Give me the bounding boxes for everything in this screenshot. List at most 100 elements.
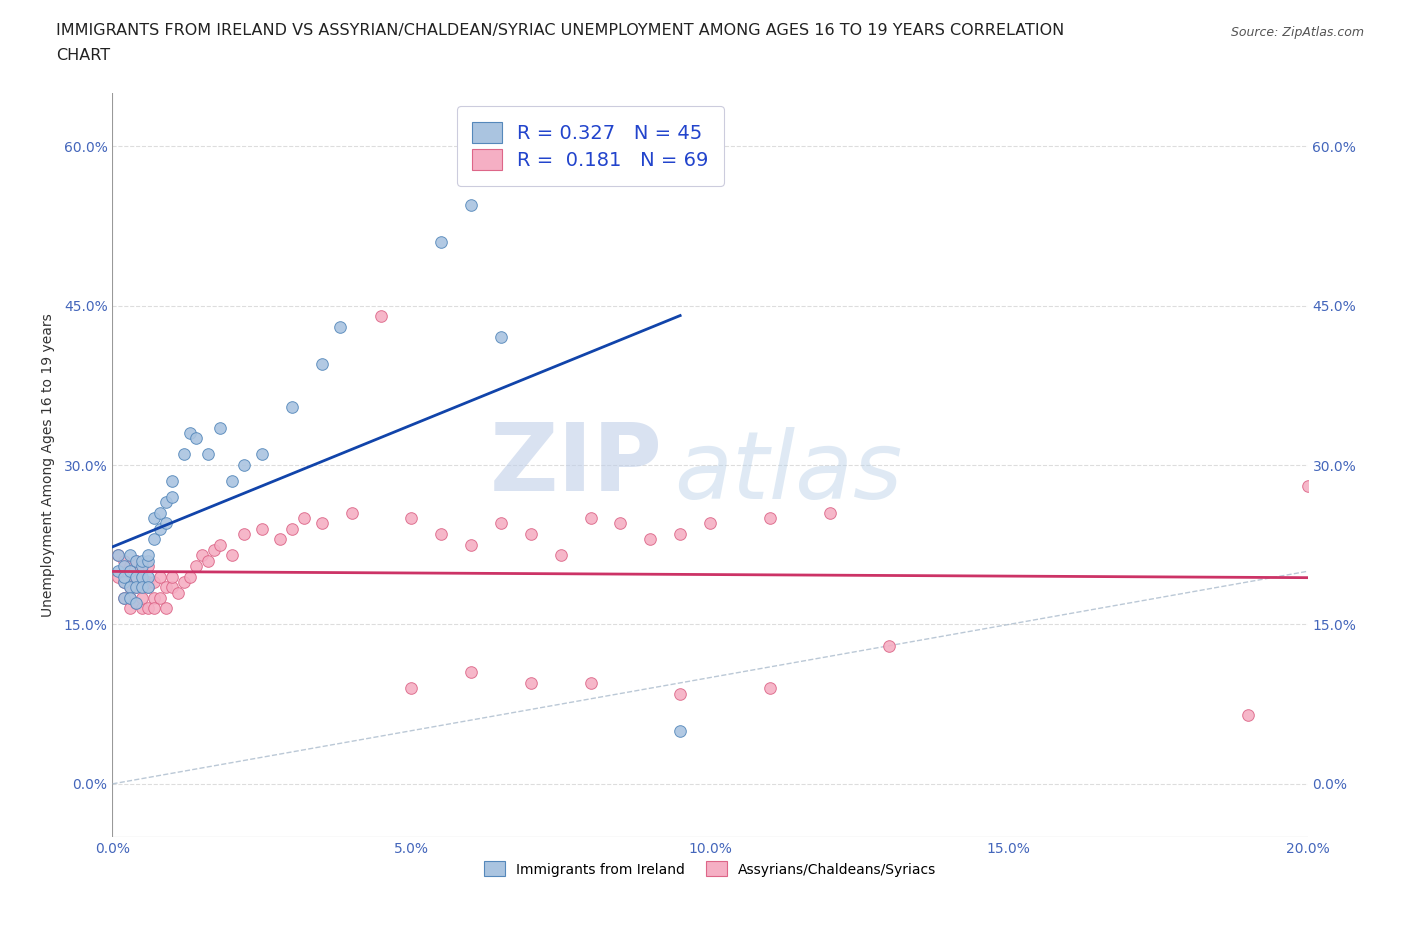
Point — [233, 458, 256, 472]
Point — [120, 579, 142, 594]
Point — [186, 431, 208, 445]
Point — [250, 522, 273, 537]
Text: atlas: atlas — [675, 427, 903, 518]
Point — [430, 234, 453, 249]
Point — [107, 569, 129, 584]
Point — [460, 538, 482, 552]
Text: Source: ZipAtlas.com: Source: ZipAtlas.com — [1230, 26, 1364, 39]
Point — [107, 548, 129, 563]
Point — [197, 553, 219, 568]
Point — [162, 579, 183, 594]
Point — [107, 548, 129, 563]
Point — [131, 601, 153, 616]
Point — [311, 516, 333, 531]
Point — [550, 548, 572, 563]
Point — [269, 532, 291, 547]
Point — [125, 579, 148, 594]
Point — [131, 553, 153, 568]
Point — [149, 522, 172, 537]
Point — [149, 569, 172, 584]
Point — [131, 579, 153, 594]
Point — [125, 553, 148, 568]
Point — [114, 575, 135, 590]
Point — [209, 538, 232, 552]
Y-axis label: Unemployment Among Ages 16 to 19 years: Unemployment Among Ages 16 to 19 years — [41, 313, 55, 617]
Point — [173, 575, 195, 590]
Point — [138, 569, 160, 584]
Point — [233, 526, 256, 541]
Point — [143, 575, 166, 590]
Point — [191, 548, 214, 563]
Point — [143, 591, 166, 605]
Point — [107, 564, 129, 578]
Point — [114, 591, 135, 605]
Point — [401, 511, 423, 525]
Point — [143, 601, 166, 616]
Point — [131, 579, 153, 594]
Point — [125, 553, 148, 568]
Text: ZIP: ZIP — [489, 419, 662, 511]
Point — [149, 505, 172, 520]
Point — [138, 559, 160, 574]
Legend: Immigrants from Ireland, Assyrians/Chaldeans/Syriacs: Immigrants from Ireland, Assyrians/Chald… — [478, 856, 942, 883]
Point — [340, 505, 363, 520]
Point — [311, 356, 333, 371]
Point — [699, 516, 721, 531]
Point — [138, 548, 160, 563]
Point — [460, 197, 482, 212]
Point — [143, 532, 166, 547]
Point — [131, 591, 153, 605]
Point — [640, 532, 662, 547]
Point — [120, 579, 142, 594]
Point — [125, 569, 148, 584]
Point — [489, 516, 512, 531]
Point — [520, 675, 543, 690]
Point — [125, 596, 148, 611]
Point — [329, 319, 352, 334]
Point — [179, 426, 201, 441]
Point — [221, 548, 243, 563]
Point — [120, 591, 142, 605]
Point — [131, 564, 153, 578]
Text: CHART: CHART — [56, 48, 110, 63]
Point — [162, 473, 183, 488]
Point — [489, 330, 512, 345]
Point — [120, 564, 142, 578]
Point — [155, 579, 177, 594]
Point — [162, 569, 183, 584]
Point — [114, 591, 135, 605]
Point — [202, 542, 225, 557]
Point — [209, 420, 232, 435]
Point — [609, 516, 631, 531]
Point — [1296, 479, 1319, 494]
Point — [167, 585, 190, 600]
Point — [114, 575, 135, 590]
Point — [759, 511, 782, 525]
Point — [125, 596, 148, 611]
Point — [149, 591, 172, 605]
Point — [114, 553, 135, 568]
Point — [669, 724, 692, 738]
Point — [221, 473, 243, 488]
Point — [370, 309, 392, 324]
Point — [460, 665, 482, 680]
Point — [114, 559, 135, 574]
Point — [155, 495, 177, 510]
Point — [669, 686, 692, 701]
Point — [143, 511, 166, 525]
Point — [138, 601, 160, 616]
Point — [125, 569, 148, 584]
Point — [669, 526, 692, 541]
Point — [173, 447, 195, 462]
Point — [759, 681, 782, 696]
Point — [250, 447, 273, 462]
Point — [120, 601, 142, 616]
Point — [131, 559, 153, 574]
Point — [401, 681, 423, 696]
Point — [155, 601, 177, 616]
Point — [818, 505, 841, 520]
Point — [120, 548, 142, 563]
Point — [125, 579, 148, 594]
Point — [292, 511, 315, 525]
Point — [138, 579, 160, 594]
